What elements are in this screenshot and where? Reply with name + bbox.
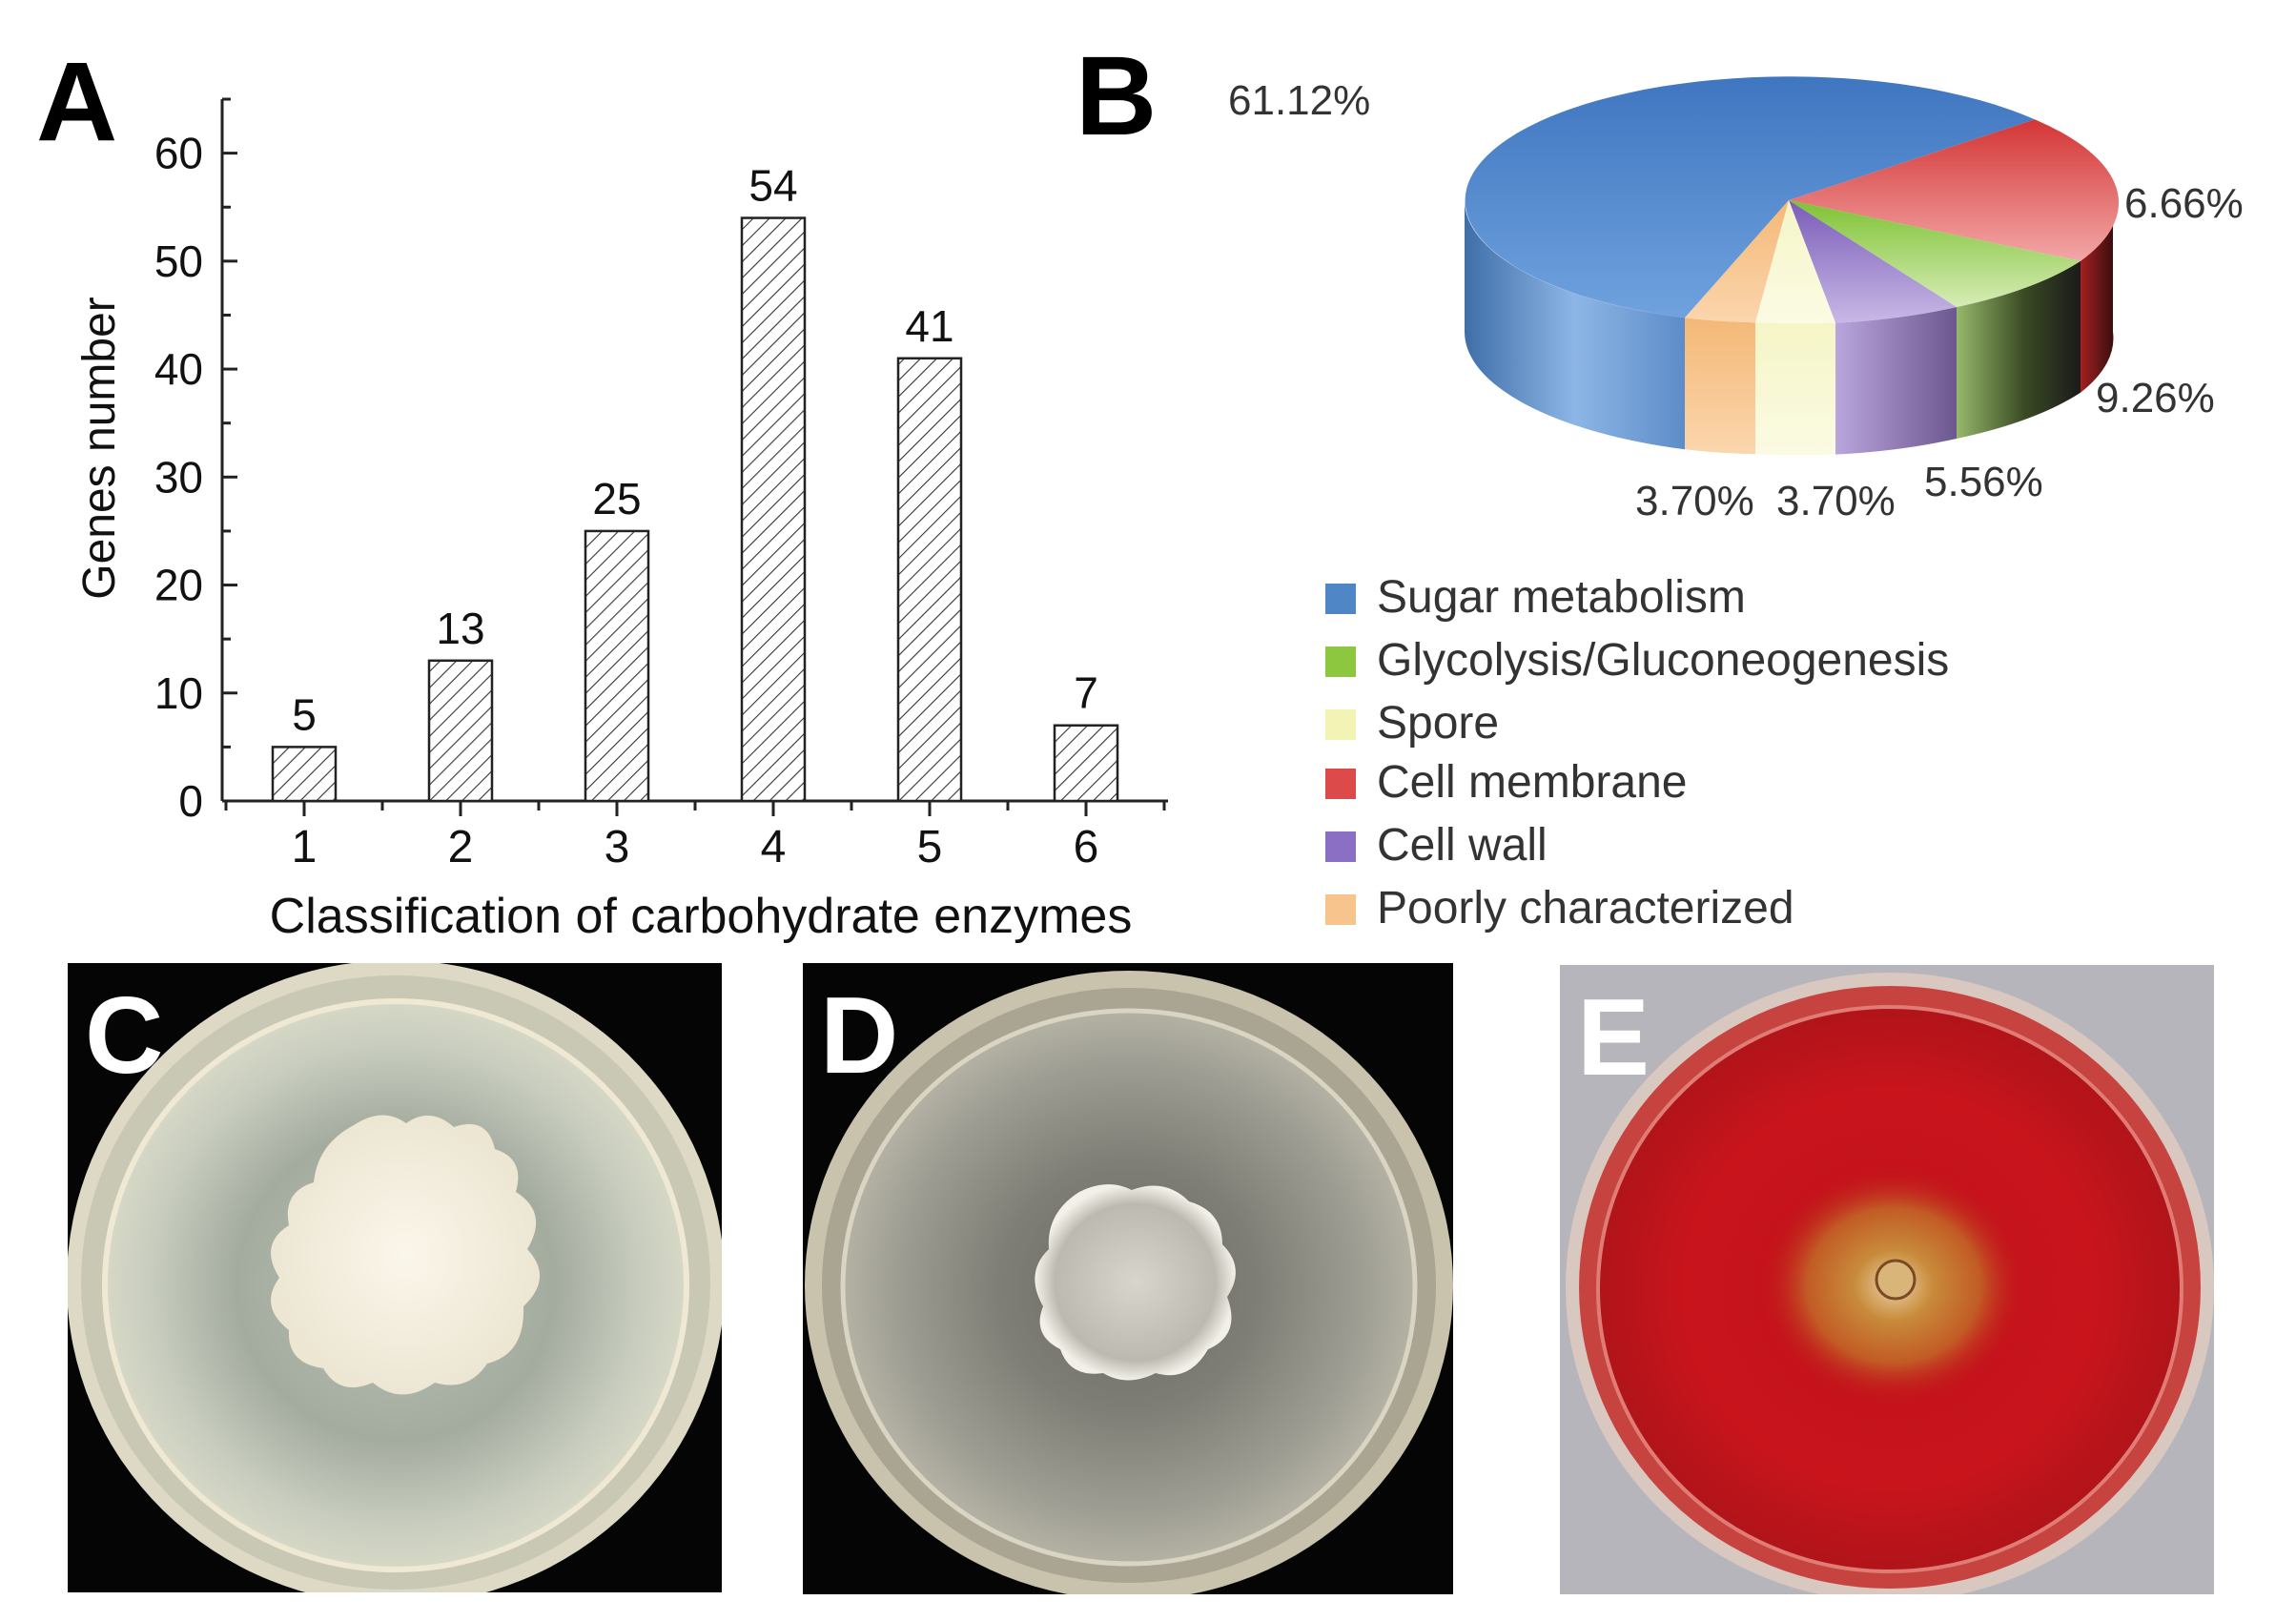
pie-chart: 61.12% 6.66% 9.26% 5.56% 3.70% 3.70% Sug… <box>1228 76 2244 934</box>
bar-value-label: 41 <box>905 301 953 351</box>
bar <box>896 357 963 803</box>
legend-swatch-cell-wall <box>1325 831 1356 862</box>
x-tick-label: 5 <box>917 822 943 872</box>
legend-label-poorly-characterized: Poorly characterized <box>1377 883 1794 934</box>
pie-side-cell-membrane <box>2081 200 2114 393</box>
colony-c <box>271 1115 541 1395</box>
pie-label-spore: 3.70% <box>1776 478 1896 524</box>
legend-label-cell-membrane: Cell membrane <box>1377 757 1687 808</box>
y-tick-label: 30 <box>154 452 203 502</box>
pie-side-sugar-metabolism <box>1464 200 1685 450</box>
legend-swatch-sugar-metabolism <box>1325 584 1356 614</box>
pie-label-cell-wall: 5.56% <box>1924 459 2043 505</box>
pie-side-poorly-characterized <box>1685 318 1755 455</box>
panel-label-b: B <box>1076 33 1158 159</box>
colony-d <box>1035 1183 1236 1381</box>
petri-dish-photo-e: E <box>1560 965 2214 1594</box>
pie-slice-sugar-metabolism <box>1465 76 2035 318</box>
pie-slice-cell-membrane <box>1789 119 2120 261</box>
panel-label-c: C <box>85 975 164 1097</box>
pie-legend: Sugar metabolism Glycolysis/Gluconeogene… <box>1325 572 1949 934</box>
petri-dish-d-drawing <box>805 971 1453 1594</box>
bar-value-label: 25 <box>592 474 641 523</box>
x-tick-label: 3 <box>605 822 630 872</box>
pie-slice-glycolysis <box>1789 200 2081 307</box>
x-tick-label: 2 <box>448 822 474 872</box>
bar-chart-x-axis-label: Classification of carbohydrate enzymes <box>270 889 1133 944</box>
x-tick-label: 6 <box>1074 822 1099 872</box>
pie-side-cell-wall <box>1835 307 1957 455</box>
panel-label-d: D <box>820 975 899 1097</box>
y-tick-label: 40 <box>154 344 203 394</box>
bar-chart-y-axis-label: Genes number <box>74 297 125 600</box>
pie-side-spore <box>1755 322 1835 456</box>
bar <box>740 216 807 803</box>
bar-chart: 0 10 20 30 40 50 60 1 2 3 4 5 6 5 13 25 54 41 7 Genes num… <box>74 97 1168 944</box>
bar-value-label: 13 <box>436 604 484 653</box>
legend-swatch-cell-membrane <box>1325 769 1356 799</box>
bar <box>584 529 650 803</box>
y-tick-label: 10 <box>154 668 203 718</box>
y-tick-label: 0 <box>178 776 203 826</box>
legend-swatch-spore <box>1325 709 1356 740</box>
panel-label-e: E <box>1577 977 1650 1098</box>
legend-swatch-glycolysis <box>1325 646 1356 677</box>
petri-dish-c-drawing <box>68 963 722 1592</box>
legend-label-sugar-metabolism: Sugar metabolism <box>1377 572 1746 623</box>
bar <box>427 659 494 803</box>
pie-slice-poorly-characterized <box>1685 200 1789 323</box>
bar <box>271 746 338 803</box>
x-tick-label: 1 <box>292 822 318 872</box>
pie-label-cell-membrane: 6.66% <box>2124 180 2244 227</box>
x-tick-label: 4 <box>761 822 787 872</box>
legend-label-cell-wall: Cell wall <box>1377 820 1548 871</box>
legend-label-glycolysis: Glycolysis/Gluconeogenesis <box>1377 635 1949 686</box>
pie-label-glycolysis: 9.26% <box>2096 375 2215 421</box>
panel-label-a: A <box>36 39 118 165</box>
pie-side-glycolysis <box>1957 260 2081 439</box>
pie-label-poorly-characterized: 3.70% <box>1635 478 1754 524</box>
legend-label-spore: Spore <box>1377 698 1499 749</box>
pie-slice-spore <box>1755 200 1835 324</box>
bar-value-label: 5 <box>292 689 317 739</box>
y-tick-label: 20 <box>154 561 203 610</box>
petri-dish-photo-d: D <box>803 963 1453 1594</box>
pie-slice-cell-wall <box>1789 200 1957 323</box>
legend-swatch-poorly-characterized <box>1325 894 1356 925</box>
bar-value-label: 54 <box>748 161 797 211</box>
y-tick-label: 60 <box>154 129 203 178</box>
y-tick-label: 50 <box>154 236 203 286</box>
bar-value-label: 7 <box>1074 668 1098 718</box>
bar <box>1053 724 1119 803</box>
petri-dish-e-drawing <box>1566 973 2214 1594</box>
petri-dish-photo-c: C <box>68 963 722 1592</box>
pie-label-sugar-metabolism: 61.12% <box>1228 77 1370 124</box>
